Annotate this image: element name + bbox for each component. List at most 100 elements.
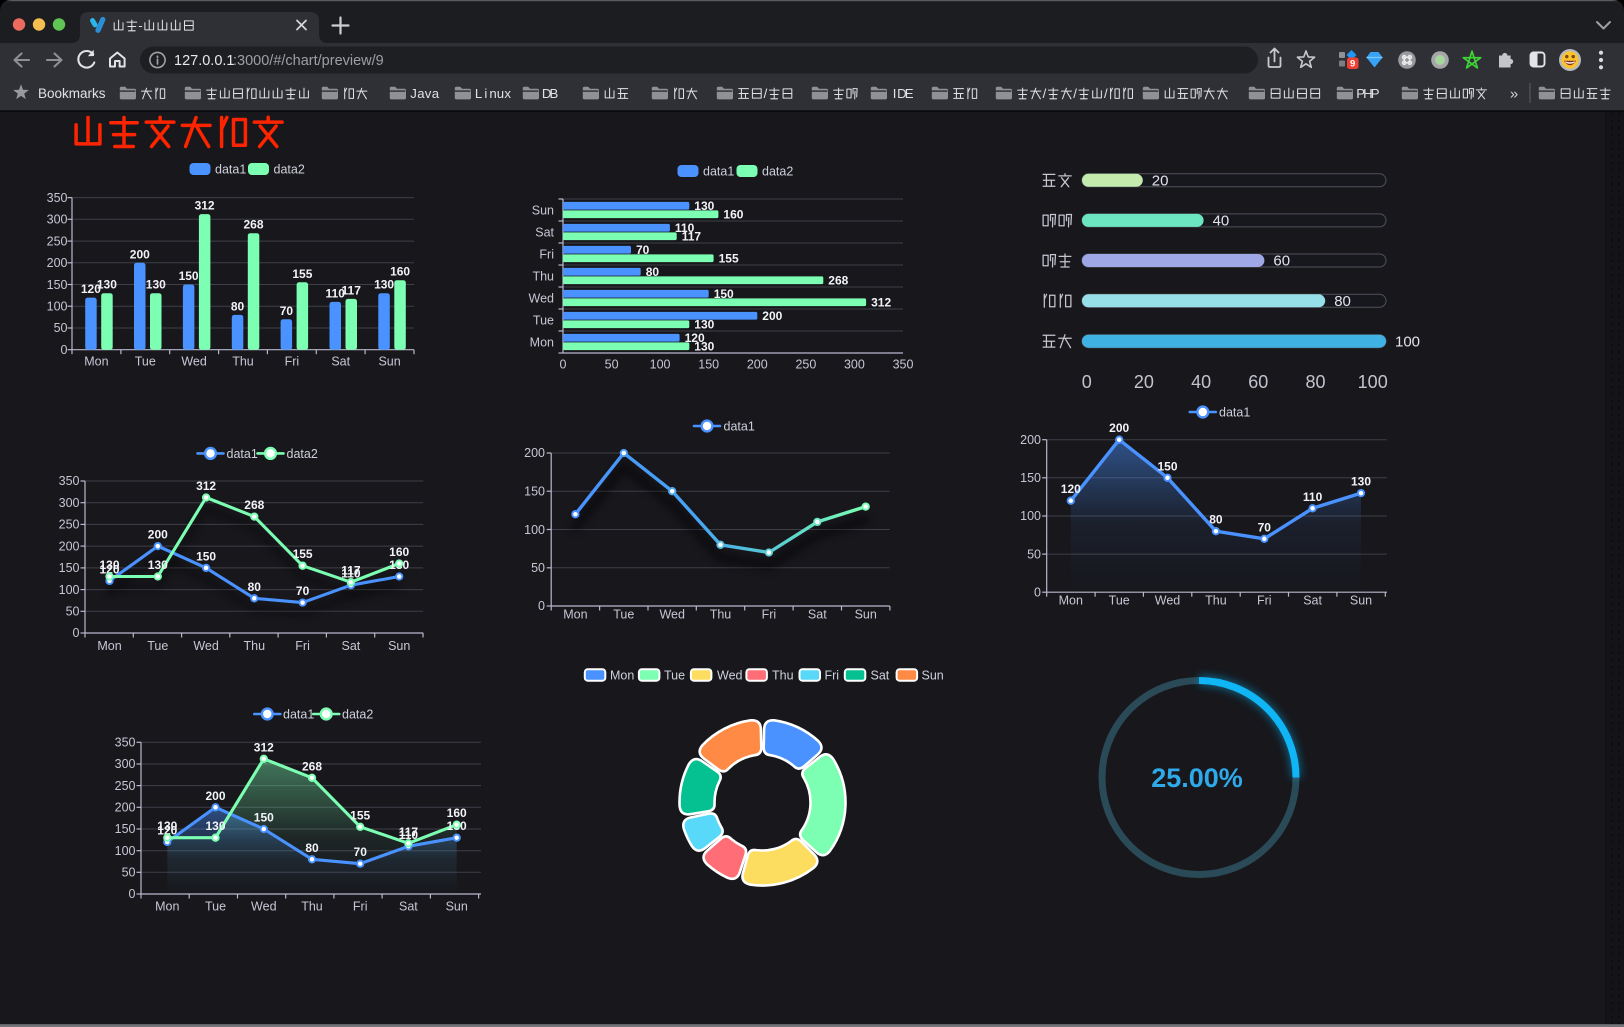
svg-text:9: 9 xyxy=(1350,59,1355,70)
svg-text:Fri: Fri xyxy=(825,668,840,682)
svg-text:150: 150 xyxy=(1157,459,1177,473)
svg-text:Wed: Wed xyxy=(181,355,207,369)
svg-text:130: 130 xyxy=(374,278,394,292)
svg-text:100: 100 xyxy=(650,358,671,372)
svg-text:Sun: Sun xyxy=(922,668,944,682)
svg-text:150: 150 xyxy=(179,269,199,283)
svg-text:0: 0 xyxy=(1082,372,1092,392)
svg-text:Fri: Fri xyxy=(539,248,554,262)
svg-text:100: 100 xyxy=(1395,333,1420,350)
svg-text:Sat: Sat xyxy=(871,668,890,682)
svg-text:130: 130 xyxy=(694,199,714,213)
svg-text:50: 50 xyxy=(531,561,545,575)
svg-text:200: 200 xyxy=(115,801,136,815)
svg-text:50: 50 xyxy=(605,358,619,372)
svg-text:L: L xyxy=(475,86,482,101)
svg-text:200: 200 xyxy=(524,446,545,460)
svg-text:Sun: Sun xyxy=(388,639,410,653)
svg-text:150: 150 xyxy=(1020,471,1041,485)
svg-text:0: 0 xyxy=(61,343,68,357)
svg-text:60: 60 xyxy=(1273,253,1290,270)
svg-text:100: 100 xyxy=(59,583,80,597)
svg-text:312: 312 xyxy=(195,199,215,213)
svg-text:268: 268 xyxy=(302,759,322,773)
svg-text:130: 130 xyxy=(205,819,225,833)
svg-text:80: 80 xyxy=(1305,372,1325,392)
svg-text:150: 150 xyxy=(524,485,545,499)
svg-text:100: 100 xyxy=(1358,372,1388,392)
svg-text:250: 250 xyxy=(47,234,68,248)
svg-text:Sat: Sat xyxy=(808,608,827,622)
svg-text:Sun: Sun xyxy=(532,204,554,218)
svg-text:250: 250 xyxy=(115,779,136,793)
svg-text:Sun: Sun xyxy=(855,608,877,622)
svg-text::3000/#/chart/preview/9: :3000/#/chart/preview/9 xyxy=(233,53,384,69)
svg-text:150: 150 xyxy=(47,278,68,292)
svg-text:Wed: Wed xyxy=(251,900,277,914)
svg-text:Wed: Wed xyxy=(1155,594,1181,608)
svg-text:120: 120 xyxy=(1061,482,1081,496)
svg-text:0: 0 xyxy=(1034,586,1041,600)
svg-text:-: - xyxy=(138,18,142,33)
svg-text:H: H xyxy=(1363,86,1373,101)
svg-text:117: 117 xyxy=(399,825,419,839)
svg-text:E: E xyxy=(905,86,914,101)
svg-text:Wed: Wed xyxy=(193,639,219,653)
svg-text:70: 70 xyxy=(280,304,294,318)
svg-text:312: 312 xyxy=(871,295,891,309)
svg-text:130: 130 xyxy=(148,558,168,572)
svg-text:Bookmarks: Bookmarks xyxy=(38,86,106,101)
svg-text:70: 70 xyxy=(296,584,310,598)
svg-text:312: 312 xyxy=(254,740,274,754)
svg-text:200: 200 xyxy=(59,539,80,553)
svg-text:D: D xyxy=(897,86,907,101)
svg-text:Sun: Sun xyxy=(378,355,400,369)
svg-text:150: 150 xyxy=(254,811,274,825)
svg-text:70: 70 xyxy=(354,845,368,859)
svg-text:200: 200 xyxy=(47,256,68,270)
svg-text:Sun: Sun xyxy=(1350,594,1372,608)
svg-text:20: 20 xyxy=(1152,173,1169,190)
svg-text:300: 300 xyxy=(844,358,865,372)
svg-text:Fri: Fri xyxy=(295,639,310,653)
svg-text:data2: data2 xyxy=(762,165,793,179)
svg-text:300: 300 xyxy=(47,213,68,227)
svg-text:200: 200 xyxy=(130,247,150,261)
svg-text:150: 150 xyxy=(115,822,136,836)
svg-text:110: 110 xyxy=(399,828,419,842)
svg-text:data2: data2 xyxy=(342,708,373,722)
svg-text:Thu: Thu xyxy=(1205,594,1227,608)
svg-text:/: / xyxy=(1043,86,1047,101)
svg-text:200: 200 xyxy=(747,358,768,372)
svg-text:350: 350 xyxy=(47,191,68,205)
svg-text:P: P xyxy=(1356,86,1365,101)
svg-text:150: 150 xyxy=(714,287,734,301)
svg-text:i: i xyxy=(484,86,487,101)
svg-text:a: a xyxy=(432,86,440,101)
svg-text:130: 130 xyxy=(97,278,117,292)
svg-text:Wed: Wed xyxy=(717,668,743,682)
svg-text:150: 150 xyxy=(59,561,80,575)
svg-text:Tue: Tue xyxy=(664,668,685,682)
svg-text:D: D xyxy=(542,86,552,101)
svg-text:268: 268 xyxy=(828,273,848,287)
svg-text:Mon: Mon xyxy=(1059,594,1083,608)
svg-text:Tue: Tue xyxy=(533,314,554,328)
svg-text:117: 117 xyxy=(682,229,702,243)
svg-text:300: 300 xyxy=(59,496,80,510)
svg-text:70: 70 xyxy=(636,243,650,257)
svg-text:Thu: Thu xyxy=(301,900,323,914)
svg-text:100: 100 xyxy=(47,300,68,314)
svg-text:Thu: Thu xyxy=(232,355,254,369)
svg-text:Tue: Tue xyxy=(1109,594,1130,608)
svg-text:120: 120 xyxy=(81,282,101,296)
svg-text:n: n xyxy=(489,86,496,101)
svg-text:130: 130 xyxy=(146,278,166,292)
svg-text:350: 350 xyxy=(115,736,136,750)
svg-text:data1: data1 xyxy=(724,420,755,434)
svg-text:200: 200 xyxy=(762,309,782,323)
svg-text:120: 120 xyxy=(99,562,119,576)
svg-text:Mon: Mon xyxy=(97,639,121,653)
svg-text:312: 312 xyxy=(196,479,216,493)
svg-text:130: 130 xyxy=(694,317,714,331)
